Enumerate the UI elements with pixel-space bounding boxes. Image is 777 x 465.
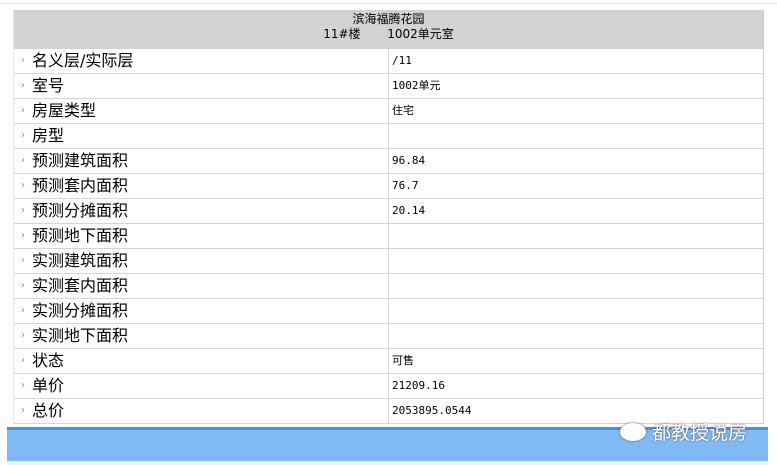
row-label-cell: › 预测地下面积 (14, 224, 389, 248)
row-value: 住宅 (392, 104, 414, 117)
row-label: 实测套内面积 (32, 276, 129, 295)
chevron-right-icon: › (21, 305, 25, 316)
row-label: 预测建筑面积 (32, 151, 129, 170)
table-row: › 预测建筑面积 96.84 (14, 149, 763, 174)
row-value: 20.14 (392, 204, 426, 217)
table-row: › 房屋类型 住宅 (14, 99, 763, 124)
chevron-right-icon: › (21, 380, 25, 391)
row-label: 预测分摊面积 (32, 201, 129, 220)
row-label: 室号 (32, 76, 65, 95)
chevron-right-icon: › (21, 255, 25, 266)
table-row: › 预测地下面积 (14, 224, 763, 249)
unit-line: 11#楼 1002单元室 (14, 27, 763, 42)
row-label: 单价 (32, 376, 65, 395)
chevron-right-icon: › (21, 280, 25, 291)
row-label: 总价 (32, 401, 65, 420)
chevron-right-icon: › (21, 130, 25, 141)
row-label-cell: › 实测套内面积 (14, 274, 389, 298)
row-label-cell: › 实测分摊面积 (14, 299, 389, 323)
table-row: › 名义层/实际层/11 (14, 49, 763, 74)
chevron-right-icon: › (21, 230, 25, 241)
row-value (389, 224, 392, 248)
room-info-table: 滨海福腾花园 11#楼 1002单元室 › 名义层/实际层/11 › 室号 1002单元… (13, 10, 764, 424)
table-row: › 单价 21209.16 (14, 374, 763, 399)
row-label-cell: › 预测套内面积 (14, 174, 389, 198)
row-label: 房型 (32, 126, 65, 145)
row-label-cell: › 实测建筑面积 (14, 249, 389, 273)
row-value: 21209.16 (392, 379, 445, 392)
row-label: 名义层/实际层 (32, 51, 134, 70)
row-label: 预测地下面积 (32, 226, 129, 245)
watermark: 都教授说房 (620, 418, 747, 445)
row-label-cell: › 预测建筑面积 (14, 149, 389, 173)
row-label: 实测分摊面积 (32, 301, 129, 320)
footer-strip (7, 461, 768, 465)
chevron-right-icon: › (21, 55, 25, 66)
table-row: › 预测套内面积 76.7 (14, 174, 763, 199)
row-label: 实测地下面积 (32, 326, 129, 345)
row-label: 实测建筑面积 (32, 251, 129, 270)
row-label-cell: › 预测分摊面积 (14, 199, 389, 223)
row-label-cell: › 房屋类型 (14, 99, 389, 123)
chevron-right-icon: › (21, 205, 25, 216)
row-value: 可售 (392, 354, 414, 367)
row-label-cell: › 总价 (14, 399, 389, 423)
table-row: › 实测地下面积 (14, 324, 763, 349)
row-value: 96.84 (392, 154, 426, 167)
table-row: › 实测分摊面积 (14, 299, 763, 324)
row-value (389, 274, 392, 298)
row-value: 76.7 (392, 179, 419, 192)
chevron-right-icon: › (21, 355, 25, 366)
chevron-right-icon: › (21, 180, 25, 191)
row-label-cell: › 实测地下面积 (14, 324, 389, 348)
table-header: 滨海福腾花园 11#楼 1002单元室 (14, 10, 763, 49)
project-name: 滨海福腾花园 (352, 12, 425, 26)
table-row: › 房型 (14, 124, 763, 149)
row-label-cell: › 状态 (14, 349, 389, 373)
row-label-cell: › 室号 (14, 74, 389, 98)
table-row: › 总价 2053895.0544 (14, 399, 763, 424)
table-row: › 状态 可售 (14, 349, 763, 374)
chevron-right-icon: › (21, 80, 25, 91)
row-label: 状态 (32, 351, 65, 370)
chevron-right-icon: › (21, 405, 25, 416)
row-value: 1002单元 (392, 79, 441, 92)
table-row: › 实测建筑面积 (14, 249, 763, 274)
top-divider (0, 3, 777, 4)
table-row: › 实测套内面积 (14, 274, 763, 299)
table-row: › 室号 1002单元 (14, 74, 763, 99)
building: 11#楼 (323, 27, 361, 41)
wechat-icon (620, 422, 646, 441)
row-value: 2053895.0544 (392, 404, 472, 417)
row-value: /11 (392, 54, 412, 67)
table-row: › 预测分摊面积 20.14 (14, 199, 763, 224)
row-label: 房屋类型 (32, 101, 97, 120)
row-value (389, 249, 392, 273)
row-label-cell: › 房型 (14, 124, 389, 148)
chevron-right-icon: › (21, 330, 25, 341)
unit: 1002单元室 (387, 27, 454, 41)
row-value (389, 299, 392, 323)
watermark-text: 都教授说房 (652, 422, 748, 444)
row-label: 预测套内面积 (32, 176, 129, 195)
row-label-cell: › 单价 (14, 374, 389, 398)
row-value (389, 124, 392, 148)
chevron-right-icon: › (21, 105, 25, 116)
chevron-right-icon: › (21, 155, 25, 166)
row-value (389, 324, 392, 348)
row-label-cell: › 名义层/实际层 (14, 49, 389, 73)
